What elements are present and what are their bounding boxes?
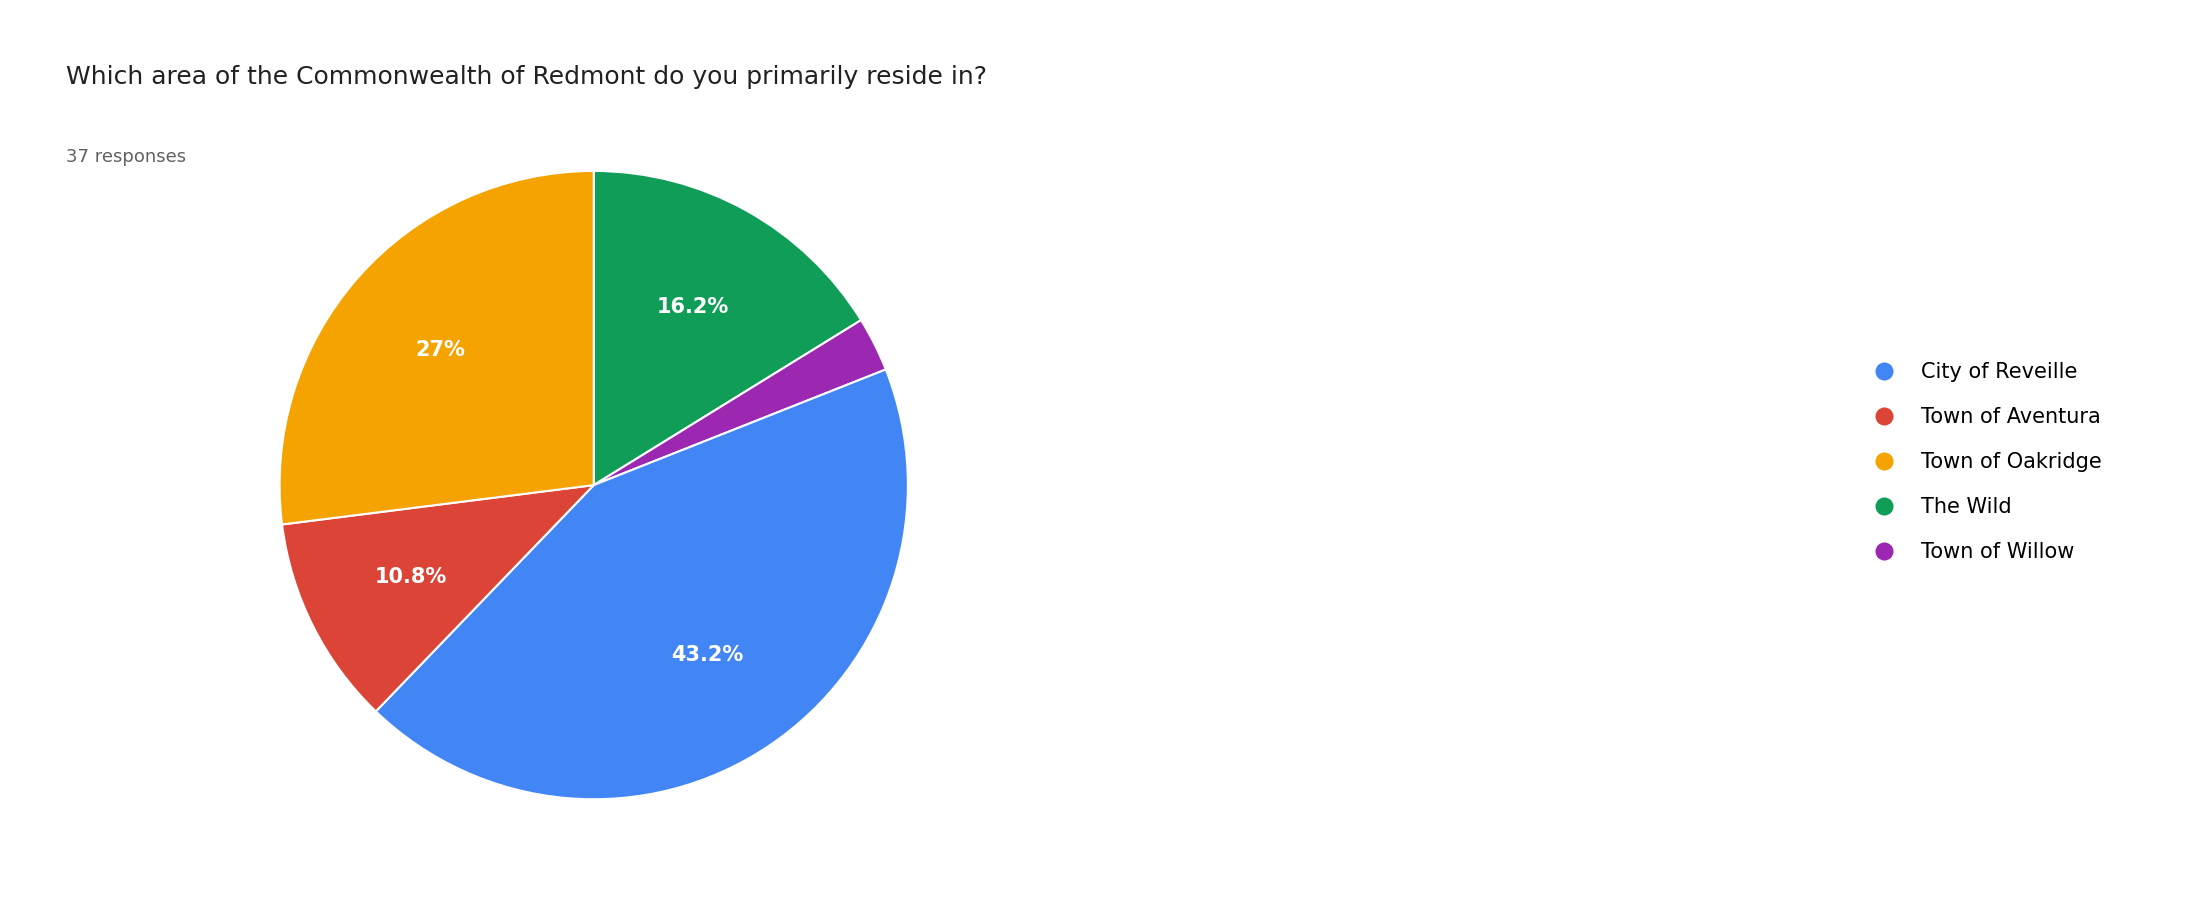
Wedge shape [594, 171, 862, 485]
Wedge shape [376, 370, 908, 799]
Wedge shape [279, 171, 594, 525]
Text: 43.2%: 43.2% [671, 645, 743, 664]
Text: Which area of the Commonwealth of Redmont do you primarily reside in?: Which area of the Commonwealth of Redmon… [66, 65, 987, 89]
Text: 27%: 27% [416, 340, 466, 360]
Wedge shape [281, 485, 594, 711]
Text: 37 responses: 37 responses [66, 148, 187, 165]
Wedge shape [594, 320, 886, 485]
Text: 10.8%: 10.8% [376, 566, 446, 587]
Legend: City of Reveille, Town of Aventura, Town of Oakridge, The Wild, Town of Willow: City of Reveille, Town of Aventura, Town… [1843, 341, 2122, 583]
Text: 16.2%: 16.2% [658, 297, 730, 317]
